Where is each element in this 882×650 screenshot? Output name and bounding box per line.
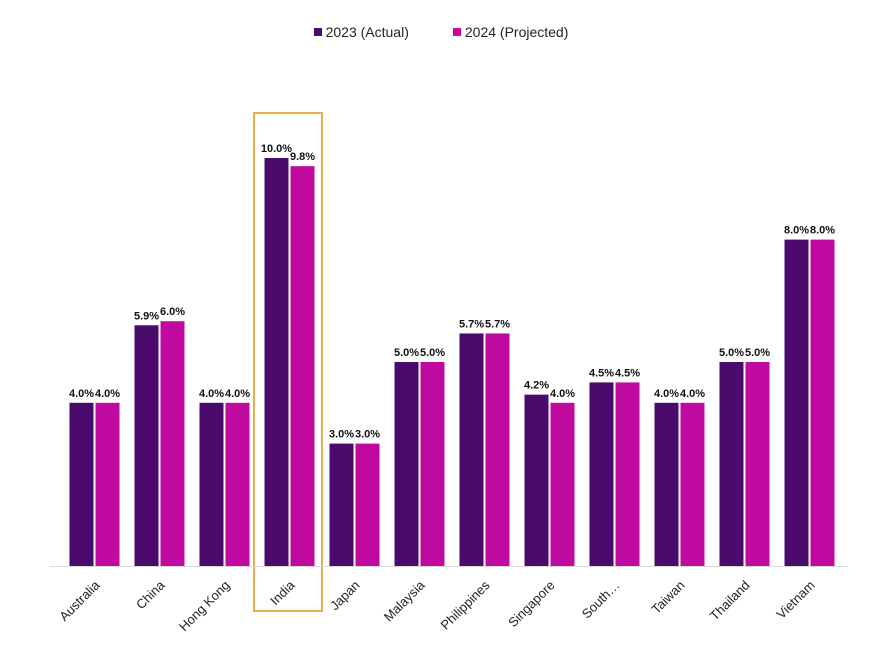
bar-singapore-2023[interactable] — [524, 394, 549, 566]
bar-vietnam-2023[interactable] — [784, 239, 809, 566]
category-label: Malaysia — [381, 577, 428, 624]
legend-item-2023[interactable]: 2023 (Actual) — [313, 24, 409, 40]
bar-india-2023[interactable] — [264, 158, 289, 566]
data-label: 4.0% — [199, 388, 224, 400]
bar-south--2023[interactable] — [589, 382, 614, 566]
legend-label-2023: 2023 (Actual) — [325, 24, 409, 40]
data-label: 4.0% — [95, 388, 120, 400]
category-label: Vietnam — [773, 578, 817, 622]
bar-philippines-2023[interactable] — [459, 333, 484, 566]
category-label: Japan — [327, 578, 363, 614]
data-label: 10.0% — [261, 143, 292, 155]
category-label: Thailand — [707, 578, 753, 624]
category-label: Singapore — [505, 578, 558, 631]
bar-hong-kong-2024[interactable] — [225, 402, 250, 566]
data-label: 4.0% — [680, 388, 705, 400]
bar-vietnam-2024[interactable] — [810, 239, 835, 566]
category-label: South… — [579, 578, 623, 622]
data-label: 3.0% — [355, 429, 380, 441]
data-label: 4.0% — [550, 388, 575, 400]
bar-taiwan-2024[interactable] — [680, 402, 705, 566]
data-label: 8.0% — [810, 225, 835, 237]
highlight-box-india — [253, 112, 323, 612]
bar-philippines-2024[interactable] — [485, 333, 510, 566]
data-label: 4.5% — [615, 367, 640, 379]
bar-australia-2023[interactable] — [69, 402, 94, 566]
data-label: 5.9% — [134, 310, 159, 322]
data-label: 4.0% — [654, 388, 679, 400]
bar-japan-2024[interactable] — [355, 443, 380, 566]
category-label: Taiwan — [648, 578, 687, 617]
bar-china-2023[interactable] — [134, 325, 159, 566]
category-label: India — [267, 577, 298, 608]
bar-japan-2023[interactable] — [329, 443, 354, 566]
bar-australia-2024[interactable] — [95, 402, 120, 566]
bar-singapore-2024[interactable] — [550, 402, 575, 566]
bar-taiwan-2023[interactable] — [654, 402, 679, 566]
data-label: 8.0% — [784, 225, 809, 237]
category-label: China — [133, 577, 168, 612]
data-label: 5.0% — [745, 347, 770, 359]
data-label: 6.0% — [160, 306, 185, 318]
data-label: 5.7% — [485, 318, 510, 330]
bar-malaysia-2024[interactable] — [420, 362, 445, 566]
bar-china-2024[interactable] — [160, 321, 185, 566]
legend-label-2024: 2024 (Projected) — [464, 24, 569, 40]
data-label: 9.8% — [290, 151, 315, 163]
data-label: 4.2% — [524, 380, 549, 392]
data-label: 4.5% — [589, 367, 614, 379]
legend-swatch-2024 — [452, 28, 461, 36]
bar-hong-kong-2023[interactable] — [199, 402, 224, 566]
data-label: 3.0% — [329, 429, 354, 441]
bar-south--2024[interactable] — [615, 382, 640, 566]
legend-swatch-2023 — [313, 28, 322, 36]
category-label: Philippines — [438, 577, 493, 632]
bar-india-2024[interactable] — [290, 166, 315, 566]
data-label: 4.0% — [225, 388, 250, 400]
data-label: 5.7% — [459, 318, 484, 330]
data-label: 5.0% — [719, 347, 744, 359]
bar-thailand-2023[interactable] — [719, 362, 744, 566]
data-label: 5.0% — [420, 347, 445, 359]
legend-item-2024[interactable]: 2024 (Projected) — [452, 24, 569, 40]
bar-malaysia-2023[interactable] — [394, 362, 419, 566]
category-label: Australia — [56, 577, 103, 624]
legend: 2023 (Actual) 2024 (Projected) — [0, 24, 882, 40]
category-label: Hong Kong — [176, 578, 233, 635]
data-label: 4.0% — [69, 388, 94, 400]
data-label: 5.0% — [394, 347, 419, 359]
bar-thailand-2024[interactable] — [745, 362, 770, 566]
